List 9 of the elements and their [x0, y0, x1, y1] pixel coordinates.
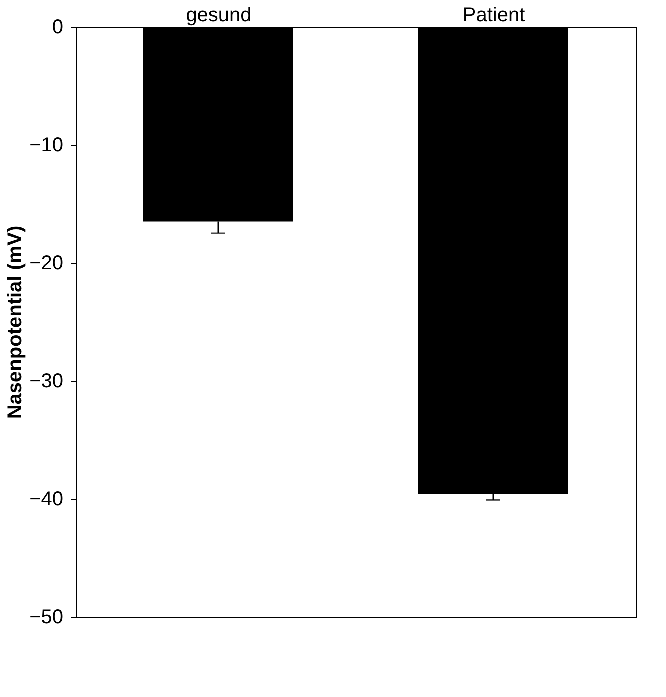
y-tick-label: −40 [30, 488, 64, 510]
x-tick-label: Patient [462, 4, 526, 26]
y-tick-label: −20 [30, 252, 64, 274]
y-tick-label: 0 [52, 16, 64, 38]
y-tick-label: −30 [30, 370, 64, 392]
y-tick-label: −10 [30, 134, 64, 156]
x-tick-label: gesund [186, 4, 252, 26]
y-tick-label: −50 [30, 606, 64, 628]
y-axis-title: Nasenpotential (mV) [4, 226, 27, 420]
